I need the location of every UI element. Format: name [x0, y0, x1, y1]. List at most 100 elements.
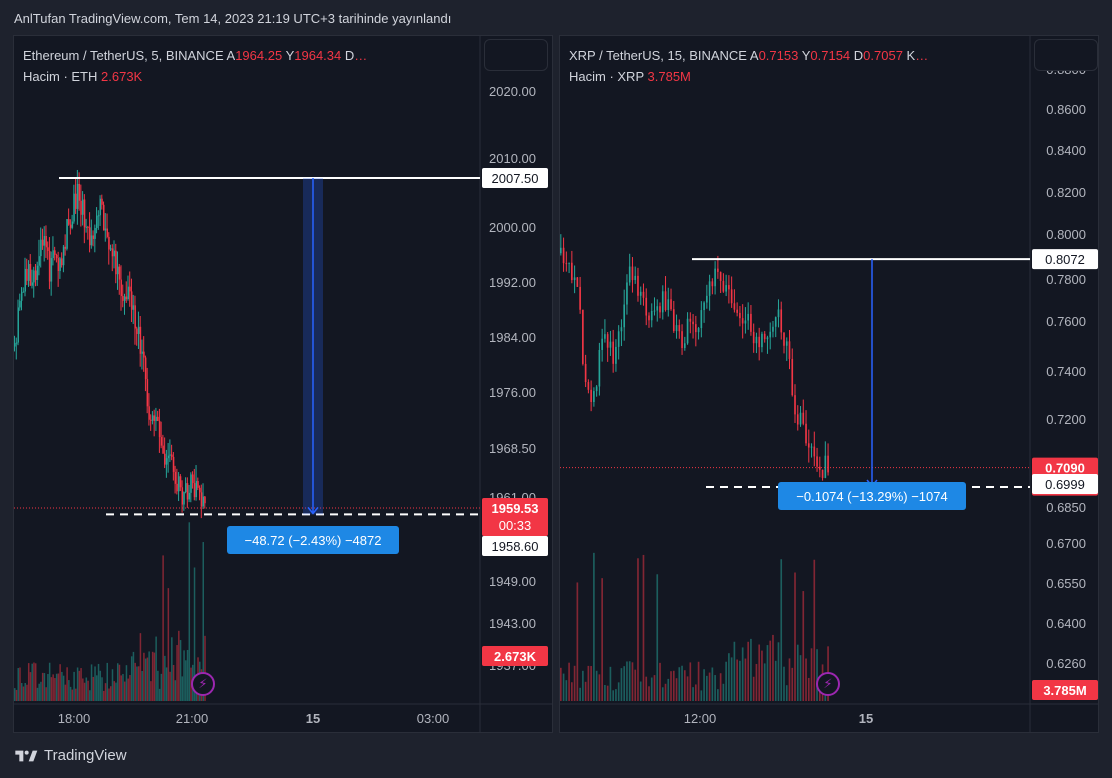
right_chart-price-tick: 0.6400	[1046, 616, 1086, 631]
right_chart-volume-bar	[807, 677, 810, 701]
left_chart-volume-bar	[178, 630, 180, 701]
left_chart-candle-body	[197, 481, 199, 488]
right_chart-volume-bar	[810, 648, 813, 701]
eth-chart-panel[interactable]: 2020.00 2010.00 2000.00 1992.00 1984.00 1976.…	[13, 35, 553, 733]
left_chart-candle-body	[130, 291, 133, 310]
left_chart-candle-body	[125, 296, 128, 300]
right_chart-volume-bar	[711, 667, 714, 701]
right_chart-volume-bar	[777, 642, 780, 701]
right_chart-volume-bar	[722, 683, 725, 701]
left_chart-volume-badge: 2.673K	[494, 649, 537, 664]
right_chart-candle-body	[785, 341, 788, 346]
right_chart-candle-body	[725, 285, 727, 292]
left_chart-candle-body	[73, 193, 75, 222]
left_chart-candle-body	[158, 420, 161, 438]
left_chart-price-tick: 1968.50	[489, 441, 536, 456]
right_chart-candle-body	[686, 318, 689, 344]
left_chart-volume-bar	[153, 652, 156, 701]
eth-chart-canvas[interactable]: 2020.00 2010.00 2000.00 1992.00 1984.00 1976.…	[14, 36, 553, 733]
left_chart-volume-bar	[82, 678, 84, 701]
left_chart-volume-bar	[24, 683, 26, 701]
right_chart-candle-body	[802, 412, 805, 424]
left_chart-candle-body	[160, 437, 163, 446]
right_chart-candle-body	[626, 282, 628, 305]
right_chart-candle-body	[816, 456, 818, 467]
left_chart-candle-body	[89, 227, 91, 246]
right_chart-price-tick: 0.6260	[1046, 656, 1086, 671]
left_chart-volume-bar	[130, 656, 133, 701]
left_chart-volume-bar	[110, 686, 112, 701]
left_chart-candle-body	[90, 235, 93, 246]
left_chart-high-badge-bg	[482, 167, 548, 188]
right_chart-volume-bar	[714, 675, 716, 701]
xrp-chart-canvas[interactable]: 0.88000.86000.84000.82000.80000.78000.76…	[560, 36, 1099, 733]
right_chart-volume-bar	[788, 658, 791, 701]
left_chart-candle-body	[14, 343, 16, 347]
left_chart-price-tick: 2000.00	[489, 220, 536, 235]
left_chart-volume-bar	[204, 635, 206, 701]
right_chart-volume-bar	[683, 670, 686, 701]
left_chart-volume-bar	[57, 673, 60, 701]
right_chart-volume-bar	[736, 659, 738, 701]
right_chart-volume-bar	[708, 672, 711, 701]
right_chart-volume-bar	[741, 647, 744, 701]
right_chart-volume-bar	[678, 667, 681, 701]
left_chart-volume-bar	[101, 677, 103, 701]
left_chart-candle-body	[15, 342, 18, 344]
left_chart-candle-body	[66, 219, 68, 249]
left_chart-volume-bar	[90, 664, 93, 701]
left_chart-volume-bar	[137, 666, 140, 701]
left_chart-candle-body	[185, 483, 187, 493]
right_chart-volume-bar	[681, 665, 683, 701]
xrp-lightning-icon[interactable]: ⚡	[816, 672, 840, 696]
right_chart-volume-bar	[659, 662, 661, 701]
right_chart-candle-body	[730, 289, 733, 304]
left_chart-high-badge: 2007.50	[492, 171, 539, 186]
left_chart-candle-body	[195, 481, 198, 498]
left_chart-candle-body	[71, 221, 74, 228]
right_chart-volume-bar	[565, 680, 568, 701]
right_chart-volume-bar	[772, 634, 774, 701]
xrp-panel-button[interactable]	[1034, 39, 1098, 71]
right_chart-volume-bar	[758, 644, 761, 701]
right_chart-candle-body	[609, 341, 612, 348]
left_chart-volume-bar	[38, 683, 40, 701]
left_chart-candle-body	[31, 282, 33, 286]
right_chart-price-tick: 0.7200	[1046, 412, 1086, 427]
left_chart-candle-body	[178, 476, 180, 492]
right_chart-volume-bar	[763, 663, 766, 701]
eth-lightning-icon[interactable]: ⚡	[191, 672, 215, 696]
right_chart-volume-bar	[813, 559, 816, 701]
left_chart-candle-body	[99, 198, 102, 216]
xrp-chart-panel[interactable]: 0.88000.86000.84000.82000.80000.78000.76…	[559, 35, 1099, 733]
left_chart-candle-body	[20, 292, 23, 301]
left_chart-volume-bar	[134, 662, 136, 701]
right_chart-volume-bar	[717, 689, 719, 701]
left_chart-candle-body	[52, 250, 54, 259]
eth-panel-button[interactable]	[484, 39, 548, 71]
tradingview-logo[interactable]: TradingView	[14, 747, 127, 764]
right_chart-candle-body	[692, 321, 694, 325]
left_chart-volume-bar	[75, 688, 77, 701]
right_chart-candle-body	[601, 338, 603, 350]
right_chart-measure-label-bg	[778, 482, 966, 510]
right_chart-time-tick: 12:00	[684, 711, 717, 726]
xrp-symbol[interactable]: XRP / TetherUS, 15, BINANCE	[569, 48, 747, 63]
left_chart-volume-bar	[54, 678, 56, 701]
left_chart-volume-bar	[179, 640, 182, 701]
right_chart-candle-body	[728, 285, 730, 290]
left_chart-volume-bar	[186, 649, 189, 701]
eth-legend: Ethereum / TetherUS, 5, BINANCE A1964.25…	[23, 45, 367, 87]
left_chart-candle-body	[183, 492, 185, 505]
xrp-volume-value: 3.785M	[647, 69, 691, 84]
left_chart-candle-body	[115, 250, 117, 275]
right_chart-candle-body	[631, 266, 634, 281]
right_chart-volume-bar	[780, 559, 783, 701]
right_chart-volume-bar	[761, 650, 763, 701]
left_chart-candle-body	[48, 250, 51, 282]
right_chart-volume-bar	[697, 661, 700, 701]
right_chart-volume-bar	[725, 661, 727, 701]
eth-symbol[interactable]: Ethereum / TetherUS, 5, BINANCE	[23, 48, 224, 63]
right_chart-volume-bar	[766, 645, 769, 701]
left_chart-candle-body	[134, 305, 136, 329]
